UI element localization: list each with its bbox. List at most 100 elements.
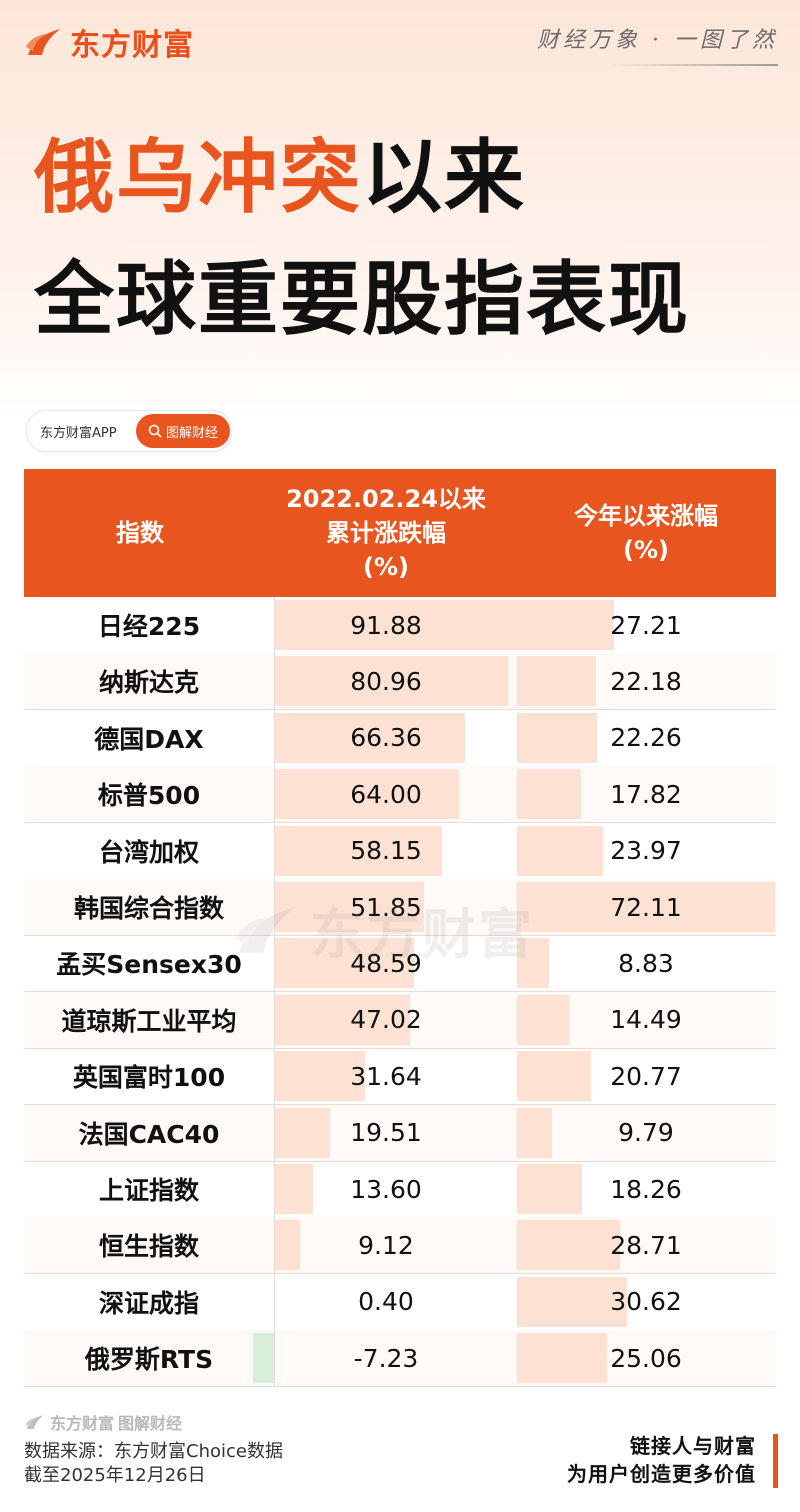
cumulative-bar bbox=[274, 1164, 314, 1214]
brand-logo: 东方财富 bbox=[24, 20, 194, 64]
ytd-value: 25.06 bbox=[610, 1343, 682, 1373]
flame-footer-icon bbox=[25, 1415, 44, 1429]
footer-tagline: 链接人与财富 为用户创造更多价值 bbox=[567, 1432, 756, 1488]
cumulative-value: 19.51 bbox=[350, 1118, 422, 1148]
table-row: 俄罗斯RTS -7.23 25.06 bbox=[24, 1330, 776, 1388]
index-name: 俄罗斯RTS bbox=[84, 1345, 214, 1375]
header-index: 指数 bbox=[24, 469, 256, 597]
footer-logo-section: 图解财经 bbox=[118, 1414, 183, 1433]
cumulative-baseline bbox=[274, 597, 275, 653]
ytd-bar bbox=[517, 1276, 627, 1327]
cumulative-bar bbox=[274, 1107, 331, 1158]
cumulative-baseline bbox=[274, 822, 275, 879]
index-name: 道琼斯工业平均 bbox=[61, 1006, 237, 1036]
table-row: 孟买Sensex30 48.59 8.83 bbox=[24, 935, 776, 993]
index-name: 英国富时100 bbox=[72, 1063, 226, 1093]
ytd-bar bbox=[517, 1333, 607, 1384]
ytd-value: 23.97 bbox=[610, 836, 682, 866]
as-of-date: 截至2025年12月26日 bbox=[24, 1465, 206, 1486]
brand-name: 东方财富 bbox=[70, 28, 194, 63]
table-row: 德国DAX 66.36 22.26 bbox=[24, 709, 776, 767]
ytd-value: 9.79 bbox=[618, 1118, 674, 1148]
slogan-underline bbox=[608, 64, 778, 66]
index-name: 德国DAX bbox=[94, 724, 204, 754]
ytd-bar bbox=[517, 656, 597, 707]
tagline-2: 为用户创造更多价值 bbox=[567, 1462, 756, 1486]
index-name: 恒生指数 bbox=[98, 1232, 199, 1262]
header-cumulative: 2022.02.24以来 累计涨跌幅 (%) bbox=[256, 469, 516, 597]
index-name: 日经225 bbox=[97, 612, 201, 641]
table-row: 深证成指 0.40 30.62 bbox=[24, 1273, 776, 1331]
cumulative-bar bbox=[274, 1220, 301, 1271]
table-row: 日经225 91.88 27.21 bbox=[24, 597, 776, 654]
title-line-2: 全球重要股指表现 bbox=[34, 253, 690, 346]
cumulative-bar bbox=[274, 712, 466, 763]
cumulative-baseline bbox=[274, 991, 275, 1048]
ytd-bar bbox=[517, 938, 549, 989]
cumulative-baseline bbox=[274, 1273, 275, 1330]
table-row: 道琼斯工业平均 47.02 14.49 bbox=[24, 991, 776, 1049]
tagline-1: 链接人与财富 bbox=[630, 1434, 756, 1458]
ytd-bar bbox=[517, 600, 615, 650]
cumulative-baseline bbox=[274, 709, 275, 766]
footer-logo-brand: 东方财富 bbox=[50, 1414, 115, 1433]
search-button[interactable]: 图解财经 bbox=[136, 414, 231, 448]
header-cumulative-line1: 2022.02.24以来 bbox=[286, 485, 486, 513]
ytd-value: 18.26 bbox=[610, 1174, 682, 1204]
index-name: 台湾加权 bbox=[98, 837, 199, 867]
ytd-bar bbox=[517, 769, 581, 820]
search-icon bbox=[148, 424, 162, 438]
cumulative-baseline bbox=[274, 1048, 275, 1105]
cumulative-baseline bbox=[274, 653, 275, 710]
ytd-value: 30.62 bbox=[610, 1287, 682, 1317]
cumulative-value: 64.00 bbox=[350, 779, 422, 809]
table-row: 台湾加权 58.15 23.97 bbox=[24, 822, 776, 880]
ytd-bar bbox=[517, 994, 569, 1045]
title-rest: 以来 bbox=[362, 131, 526, 224]
slogan-text: 财经万象 · 一图了然 bbox=[537, 28, 778, 53]
cumulative-value: 51.85 bbox=[350, 892, 422, 922]
cumulative-baseline bbox=[274, 1217, 275, 1274]
ytd-bar bbox=[517, 1051, 592, 1102]
cumulative-baseline bbox=[274, 1330, 275, 1387]
ytd-value: 14.49 bbox=[610, 1005, 682, 1035]
flame-logo-icon bbox=[26, 29, 60, 55]
ytd-value: 20.77 bbox=[610, 1061, 682, 1091]
ytd-bar bbox=[517, 712, 597, 763]
search-pill[interactable]: 东方财富APP 图解财经 bbox=[26, 410, 232, 452]
ytd-value: 17.82 bbox=[610, 779, 682, 809]
ytd-value: 22.18 bbox=[610, 666, 682, 696]
cumulative-bar bbox=[274, 600, 539, 650]
cumulative-value: 31.64 bbox=[350, 1061, 422, 1091]
cumulative-value: 48.59 bbox=[350, 948, 422, 978]
cumulative-bar bbox=[274, 882, 424, 932]
index-name: 孟买Sensex30 bbox=[56, 950, 242, 980]
cumulative-bar bbox=[274, 656, 508, 707]
cumulative-bar bbox=[274, 994, 410, 1045]
table-row: 纳斯达克 80.96 22.18 bbox=[24, 653, 776, 711]
cumulative-value: 66.36 bbox=[350, 723, 422, 753]
cumulative-baseline bbox=[274, 766, 275, 823]
search-button-label: 图解财经 bbox=[166, 425, 219, 441]
header-index-label: 指数 bbox=[116, 519, 164, 547]
header-ytd-line1: 今年以来涨幅 bbox=[574, 502, 718, 530]
ytd-bar bbox=[517, 1107, 553, 1158]
table-row: 法国CAC40 19.51 9.79 bbox=[24, 1104, 776, 1162]
ytd-value: 22.26 bbox=[610, 723, 682, 753]
ytd-value: 8.83 bbox=[618, 948, 674, 978]
header-ytd-line2: (%) bbox=[623, 536, 669, 564]
slogan: 财经万象 · 一图了然 bbox=[537, 22, 778, 66]
index-name: 标普500 bbox=[97, 781, 201, 811]
cumulative-value: 13.60 bbox=[350, 1174, 422, 1204]
cumulative-baseline bbox=[274, 879, 275, 935]
cumulative-bar bbox=[253, 1333, 274, 1384]
footer-source: 数据来源：东方财富Choice数据 截至2025年12月26日 bbox=[24, 1440, 283, 1488]
table-row: 恒生指数 9.12 28.71 bbox=[24, 1217, 776, 1275]
index-name: 韩国综合指数 bbox=[73, 894, 224, 923]
data-source: 数据来源：东方财富Choice数据 bbox=[24, 1441, 283, 1462]
index-name: 法国CAC40 bbox=[78, 1119, 220, 1149]
ytd-bar bbox=[517, 1164, 583, 1214]
cumulative-baseline bbox=[274, 935, 275, 992]
title-highlight: 俄乌冲突 bbox=[34, 131, 362, 224]
app-label: 东方财富APP bbox=[40, 425, 117, 441]
